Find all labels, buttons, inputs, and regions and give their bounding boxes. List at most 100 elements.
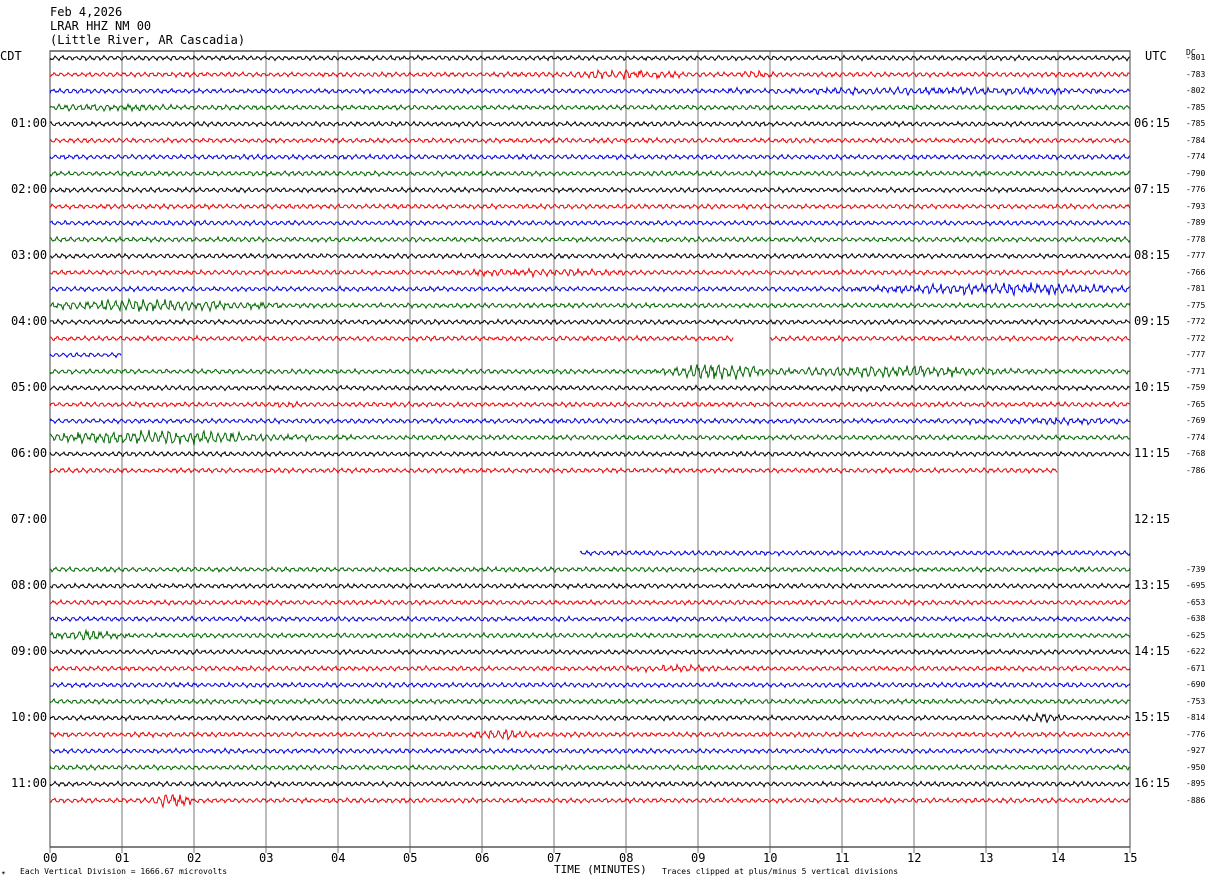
trace-line [49,565,1131,574]
dc-offset-label: -802 [1186,86,1206,95]
dc-offset-label: -759 [1186,383,1206,392]
x-tick-label: 01 [115,851,130,865]
left-hour-label: 07:00 [11,512,48,526]
trace-line [49,615,1131,623]
x-axis-label: TIME (MINUTES) [554,863,647,876]
right-hour-label: 15:15 [1134,710,1171,724]
trace-line [49,628,1131,641]
dc-offset-label: -801 [1186,53,1206,62]
dc-offset-label: -769 [1186,416,1206,425]
dc-header: DC [1186,48,1196,57]
trace-line [49,169,1131,178]
dc-offset-label: -768 [1186,449,1206,458]
left-hour-label: 02:00 [11,182,48,196]
dc-offset-label: -790 [1186,168,1206,178]
left-hour-label: 09:00 [11,644,48,658]
scale-note: Each Vertical Division = 1666.67 microvo… [20,867,228,876]
x-tick-label: 10 [763,851,778,865]
plot-date: Feb 4,2026 [50,5,123,19]
dc-offset-label: -784 [1186,135,1206,145]
trace-line [49,334,1131,343]
station-location: (Little River, AR Cascadia) [50,33,246,47]
right-hour-label: 09:15 [1134,314,1171,328]
trace-line [49,202,1131,211]
trace-line [49,136,1131,145]
trace-line [49,582,1131,590]
trace-line [49,186,1131,194]
dc-offset-label: -776 [1186,729,1206,739]
trace-line [49,54,1131,62]
dc-offset-label: -789 [1186,218,1206,227]
trace-line [49,297,1131,313]
right-hour-label: 06:15 [1134,116,1171,130]
trace-line [49,153,1131,161]
trace-line [49,728,1131,741]
dc-offset-label: -777 [1186,251,1206,260]
dc-offset-label: -777 [1186,350,1206,359]
left-hour-label: 11:00 [11,776,48,790]
trace-line [49,697,1131,706]
left-timezone-label: CDT [0,49,22,63]
right-hour-label: 08:15 [1134,248,1171,262]
dc-offset-label: -638 [1186,614,1206,623]
dc-offset-label: -776 [1186,185,1206,194]
dc-offset-label: -785 [1186,119,1206,128]
trace-line [50,468,1130,473]
x-tick-label: 04 [331,851,346,865]
right-hour-label: 12:15 [1134,512,1171,526]
x-tick-label: 08 [619,851,634,865]
trace-line [49,648,1131,656]
dc-offset-label: -765 [1186,399,1206,409]
left-hour-label: 10:00 [11,710,48,724]
x-tick-label: 03 [259,851,274,865]
trace-line [49,120,1131,128]
dc-offset-label: -772 [1186,317,1206,326]
plot-frame [49,50,1131,848]
trace-line [49,68,1130,81]
left-hour-label: 01:00 [11,116,48,130]
x-tick-label: 07 [547,851,562,865]
trace-line [49,235,1131,244]
dc-offset-label: -739 [1186,564,1206,574]
right-timezone-label: UTC [1145,49,1167,63]
x-tick-label: 15 [1123,851,1138,865]
dc-offset-label: -950 [1186,762,1206,772]
dc-offset-label: -774 [1186,152,1206,161]
x-tick-label: 06 [475,851,490,865]
dc-offset-label: -622 [1186,647,1206,656]
trace-line [49,384,1131,393]
trace-line [50,353,1130,358]
x-tick-label: 11 [835,851,850,865]
dc-offset-label: -783 [1186,69,1206,79]
dc-offset-label: -653 [1186,597,1206,607]
x-tick-label: 12 [907,851,922,865]
dc-offset-label: -886 [1186,795,1206,805]
station-code: LRAR HHZ NM 00 [50,19,152,33]
left-hour-label: 03:00 [11,248,48,262]
trace-line [49,102,1131,113]
trace-line [49,429,1131,446]
dc-offset-label: -625 [1186,630,1206,640]
x-tick-label: 02 [187,851,202,865]
dc-offset-label: -771 [1186,366,1206,376]
dc-offset-label: -814 [1186,713,1206,722]
dc-offset-label: -671 [1186,663,1206,673]
dc-offset-label: -793 [1186,201,1206,211]
dc-offset-label: -895 [1186,779,1206,788]
right-hour-label: 14:15 [1134,644,1171,658]
dc-offset-label: -781 [1186,284,1206,293]
trace-line [49,681,1131,689]
trace-line [49,450,1131,458]
dc-offset-label: -778 [1186,234,1206,244]
x-tick-label: 05 [403,851,418,865]
left-hour-label: 04:00 [11,314,48,328]
right-hour-label: 10:15 [1134,380,1171,394]
trace-line [49,662,1131,674]
dc-offset-label: -753 [1186,696,1206,706]
dc-offset-label: -774 [1186,432,1206,442]
trace-line [49,281,1131,297]
logo-mark: ✴ [1,868,6,877]
trace-line [49,400,1131,409]
trace-line [49,267,1131,279]
